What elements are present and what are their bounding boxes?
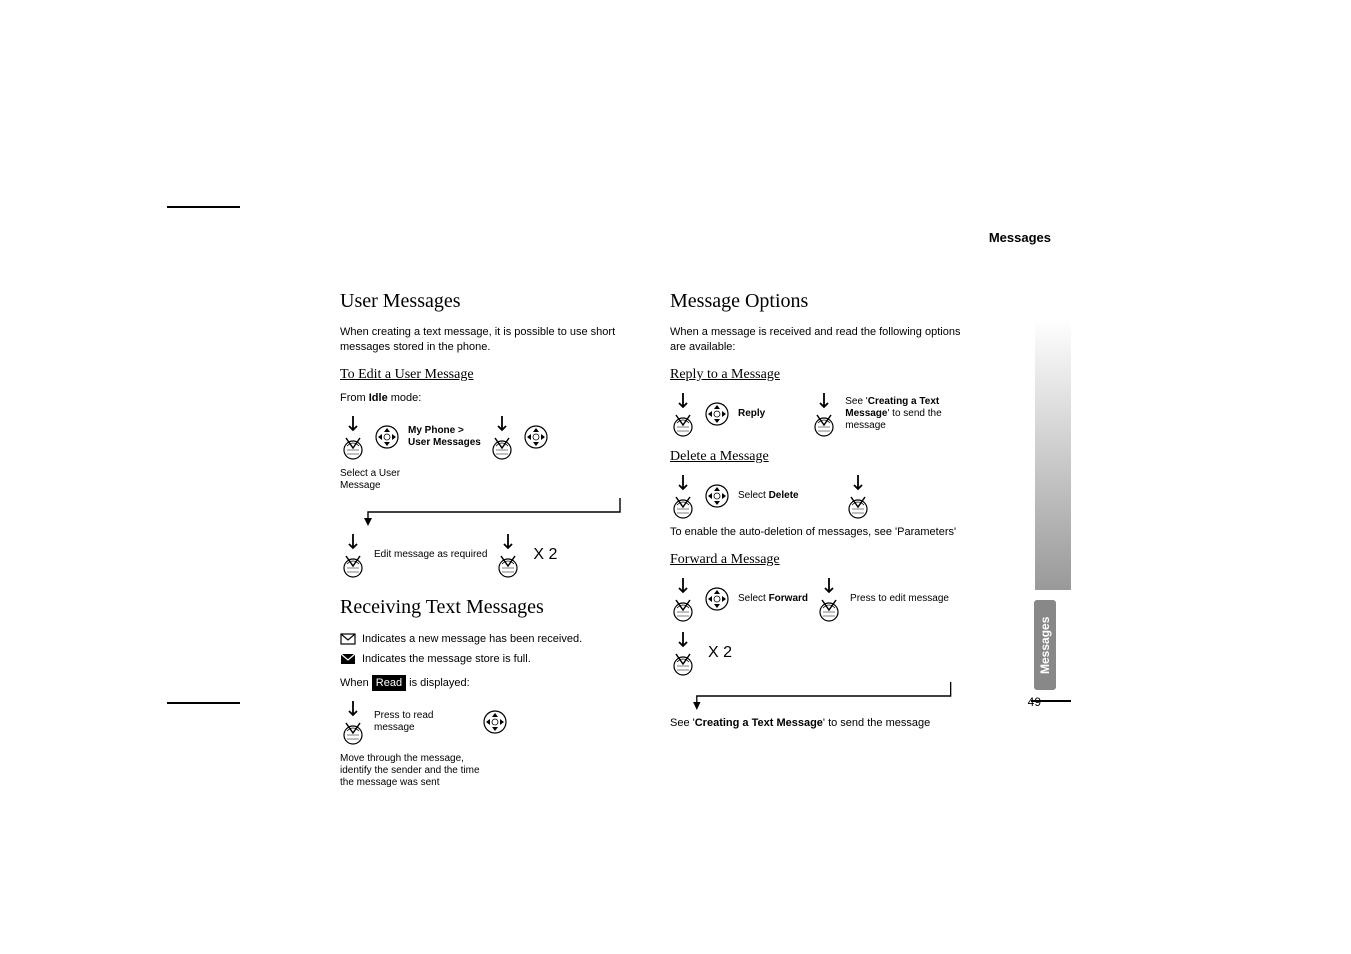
select-button-icon	[670, 596, 696, 622]
text-options-intro: When a message is received and read the …	[670, 325, 970, 355]
text-from-idle-mode: From Idle mode:	[340, 391, 640, 406]
nav-button-icon	[704, 483, 730, 509]
heading-edit-user-message: To Edit a User Message	[340, 367, 640, 383]
select-button-icon	[845, 493, 871, 519]
arrow-down-icon	[496, 414, 508, 432]
select-button-icon	[340, 719, 366, 745]
step-edit-forward: Press to edit message	[850, 593, 949, 605]
side-tab-messages: Messages	[1034, 600, 1056, 690]
flow-delete: Select Delete	[670, 473, 970, 519]
step-reply: Reply	[738, 408, 765, 420]
press-twice-indicator: X 2	[708, 644, 732, 662]
select-button-icon	[489, 434, 515, 460]
arrow-down-icon	[677, 473, 689, 491]
step-press-to-read: Press to read message	[374, 710, 474, 734]
page-header: Messages	[989, 230, 1051, 245]
select-button-icon	[670, 493, 696, 519]
flow-forward-row1: Select Forward Press to edit message X 2	[670, 576, 970, 676]
note-forward: See 'Creating a Text Message' to send th…	[670, 716, 970, 731]
step-select-user-message: Select a User Message	[340, 468, 440, 492]
select-button-icon	[670, 650, 696, 676]
press-twice-indicator: X 2	[533, 546, 557, 564]
select-button-icon	[340, 552, 366, 578]
note-auto-delete: To enable the auto-deletion of messages,…	[670, 525, 970, 540]
select-button-icon	[816, 596, 842, 622]
envelope-icon	[340, 631, 356, 647]
arrow-down-icon	[347, 532, 359, 550]
heading-forward: Forward a Message	[670, 552, 970, 568]
select-button-icon	[340, 434, 366, 460]
crop-mark-side	[1031, 700, 1071, 702]
select-button-icon	[495, 552, 521, 578]
heading-user-messages: User Messages	[340, 290, 640, 313]
nav-button-icon	[523, 424, 549, 450]
page-number: 49	[1028, 695, 1041, 709]
nav-button-icon	[704, 401, 730, 427]
step-my-phone-user-messages: My Phone >User Messages	[408, 425, 481, 449]
select-button-icon	[811, 411, 837, 437]
step-edit-message: Edit message as required	[374, 549, 487, 561]
side-gradient	[1035, 250, 1071, 590]
flow-read-message: Press to read message Move through the m…	[340, 699, 640, 789]
flow-edit-row1: My Phone >User Messages Select a User Me…	[340, 414, 640, 492]
arrow-down-icon	[347, 699, 359, 717]
step-select-delete: Select Delete	[738, 490, 799, 502]
step-move-through: Move through the message, identify the s…	[340, 753, 480, 789]
read-indicator: Read	[372, 675, 406, 692]
flow-connector	[680, 682, 960, 710]
step-select-forward: Select Forward	[738, 593, 808, 605]
crop-mark-bottom	[167, 702, 240, 704]
flow-edit-row2: Edit message as required X 2	[340, 532, 640, 578]
heading-message-options: Message Options	[670, 290, 970, 313]
heading-receiving-text: Receiving Text Messages	[340, 596, 640, 619]
nav-button-icon	[374, 424, 400, 450]
indicator-new-message: Indicates a new message has been receive…	[340, 631, 640, 647]
text-when-read-displayed: When Read is displayed:	[340, 675, 640, 692]
nav-button-icon	[704, 586, 730, 612]
select-button-icon	[670, 411, 696, 437]
arrow-down-icon	[502, 532, 514, 550]
arrow-down-icon	[677, 391, 689, 409]
envelope-full-icon	[340, 651, 356, 667]
flow-reply: Reply See 'Creating a Text Message' to s…	[670, 391, 970, 437]
arrow-down-icon	[852, 473, 864, 491]
text-user-messages-intro: When creating a text message, it is poss…	[340, 325, 640, 355]
arrow-down-icon	[347, 414, 359, 432]
note-reply: See 'Creating a Text Message' to send th…	[845, 396, 955, 432]
arrow-down-icon	[677, 576, 689, 594]
arrow-down-icon	[823, 576, 835, 594]
crop-mark-top	[167, 206, 240, 208]
heading-reply: Reply to a Message	[670, 367, 970, 383]
arrow-down-icon	[677, 630, 689, 648]
flow-connector	[350, 498, 630, 526]
heading-delete: Delete a Message	[670, 449, 970, 465]
arrow-down-icon	[818, 391, 830, 409]
nav-button-icon	[482, 709, 508, 735]
indicator-store-full: Indicates the message store is full.	[340, 651, 640, 667]
